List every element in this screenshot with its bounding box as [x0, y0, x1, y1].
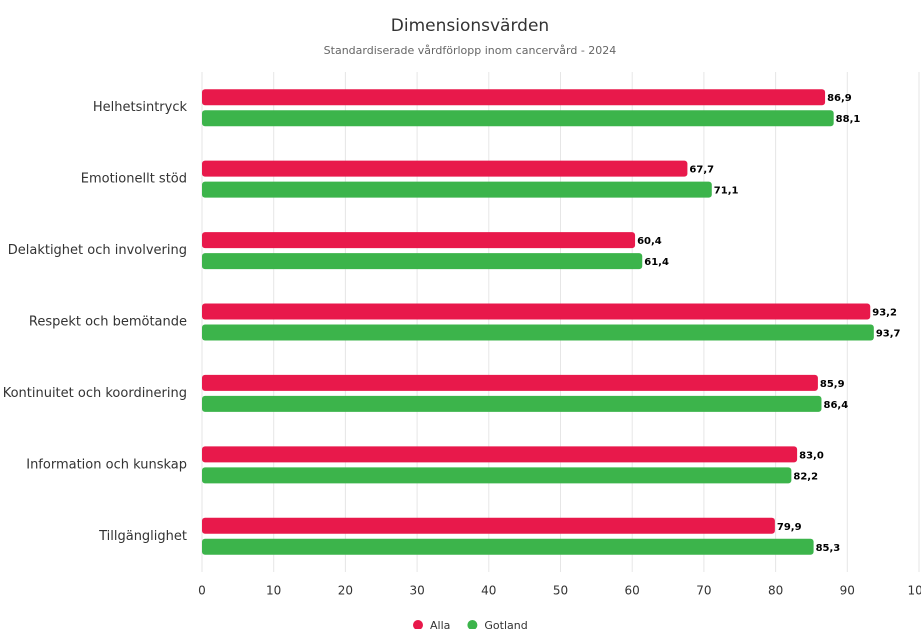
x-tick-label: 90: [840, 584, 855, 598]
x-tick-label: 10: [266, 584, 281, 598]
data-label: 85,9: [820, 379, 845, 390]
y-tick-label: Information och kunskap: [26, 457, 187, 472]
x-tick-label: 100: [908, 584, 921, 598]
data-label: 67,7: [689, 165, 714, 176]
y-tick-label: Helhetsintryck: [93, 100, 188, 115]
bar: [202, 110, 834, 127]
bar: [202, 374, 818, 391]
x-tick-label: 60: [625, 584, 640, 598]
y-tick-label: Delaktighet och involvering: [8, 243, 187, 258]
bar: [202, 395, 822, 412]
bar: [202, 89, 826, 106]
chart-subtitle: Standardiserade vårdförlopp inom cancerv…: [324, 44, 617, 57]
bar: [202, 181, 712, 198]
data-label: 93,2: [872, 308, 897, 319]
data-label: 83,0: [799, 450, 824, 461]
bar: [202, 232, 636, 249]
bar: [202, 467, 792, 484]
x-tick-label: 80: [768, 584, 783, 598]
x-tick-label: 70: [696, 584, 711, 598]
bar: [202, 517, 775, 534]
x-tick-label: 50: [553, 584, 568, 598]
data-label: 86,4: [823, 400, 848, 411]
legend-marker: [467, 620, 478, 629]
bar: [202, 253, 643, 270]
data-label: 61,4: [644, 257, 669, 268]
data-label: 86,9: [827, 93, 852, 104]
legend-label: Alla: [430, 619, 450, 629]
data-label: 82,2: [793, 471, 818, 482]
data-label: 79,9: [777, 522, 802, 533]
data-label: 60,4: [637, 236, 662, 247]
bar: [202, 303, 871, 320]
y-tick-label: Emotionellt stöd: [81, 172, 187, 187]
data-label: 71,1: [714, 186, 739, 197]
y-tick-label: Tillgänglighet: [98, 529, 187, 544]
x-tick-label: 30: [409, 584, 424, 598]
chart-title: Dimensionsvärden: [391, 16, 549, 36]
data-label: 85,3: [816, 543, 841, 554]
data-label: 88,1: [836, 114, 861, 125]
x-tick-label: 20: [338, 584, 353, 598]
data-label: 93,7: [876, 329, 901, 340]
y-tick-label: Kontinuitet och koordinering: [3, 386, 187, 401]
legend-label: Gotland: [484, 619, 527, 629]
bar: [202, 446, 798, 463]
x-tick-label: 0: [198, 584, 206, 598]
y-tick-label: Respekt och bemötande: [29, 315, 187, 330]
bar: [202, 160, 688, 177]
bar: [202, 538, 814, 555]
legend-marker: [413, 620, 423, 629]
bar: [202, 324, 874, 341]
x-tick-label: 40: [481, 584, 496, 598]
